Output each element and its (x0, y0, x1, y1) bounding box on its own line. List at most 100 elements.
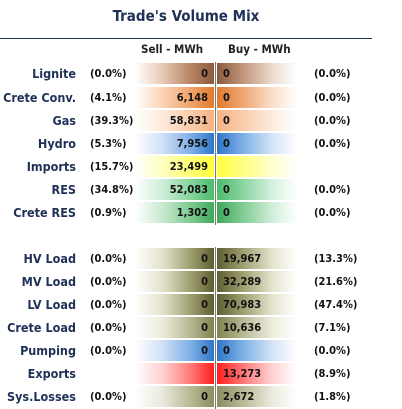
buy-percent: (0.0%) (314, 137, 351, 150)
row-label: Gas (52, 113, 76, 128)
row-label: Pumping (20, 343, 76, 358)
sell-bar: 0 (135, 386, 214, 407)
buy-value: 19,967 (223, 252, 262, 265)
row-label: Crete RES (13, 205, 76, 220)
buy-value: 70,983 (223, 298, 262, 311)
sell-value: 0 (201, 252, 208, 265)
buy-value: 13,273 (223, 367, 262, 380)
title-divider (0, 38, 372, 39)
buy-bar: 0 (217, 179, 297, 200)
sell-value: 1,302 (176, 206, 208, 219)
sell-percent: (0.0%) (90, 298, 127, 311)
row-lignite: Lignite (0.0%) 0 0 (0.0%) (0, 63, 402, 85)
sell-percent: (0.0%) (90, 275, 127, 288)
buy-value: 0 (223, 114, 230, 127)
buy-value: 0 (223, 344, 230, 357)
sell-percent: (0.0%) (90, 252, 127, 265)
buy-value: 0 (223, 67, 230, 80)
buy-value: 0 (223, 206, 230, 219)
row-hydro: Hydro (5.3%) 7,956 0 (0.0%) (0, 133, 402, 155)
buy-percent: (0.0%) (314, 91, 351, 104)
sell-value: 23,499 (169, 160, 208, 173)
sell-percent: (39.3%) (90, 114, 134, 127)
chart-title: Trade's Volume Mix (112, 7, 260, 25)
sell-bar: 0 (135, 317, 214, 338)
sell-value: 6,148 (176, 91, 208, 104)
sell-bar: 1,302 (135, 202, 214, 223)
sell-bar: 0 (135, 248, 214, 269)
row-res: RES (34.8%) 52,083 0 (0.0%) (0, 179, 402, 201)
buy-bar: 70,983 (217, 294, 297, 315)
buy-value: 32,289 (223, 275, 262, 288)
row-label: Sys.Losses (6, 389, 76, 404)
row-crete-load: Crete Load (0.0%) 0 10,636 (7.1%) (0, 317, 402, 339)
buy-value: 2,672 (223, 390, 255, 403)
buy-value: 0 (223, 91, 230, 104)
row-sys-losses: Sys.Losses (0.0%) 0 2,672 (1.8%) (0, 386, 402, 408)
buy-bar: 2,672 (217, 386, 297, 407)
sell-value: 0 (201, 390, 208, 403)
sell-percent: (0.0%) (90, 321, 127, 334)
sell-percent: (5.3%) (90, 137, 127, 150)
buy-bar: 32,289 (217, 271, 297, 292)
row-exports: Exports 13,273 (8.9%) (0, 363, 402, 385)
buy-percent: (21.6%) (314, 275, 358, 288)
row-label: LV Load (27, 297, 76, 312)
sell-bar: 6,148 (135, 87, 214, 108)
sell-bar: 0 (135, 63, 214, 84)
buy-bar: 0 (217, 63, 297, 84)
center-axis-bottom (215, 247, 216, 409)
row-label: Lignite (32, 66, 76, 81)
row-pumping: Pumping (0.0%) 0 0 (0.0%) (0, 340, 402, 362)
sell-bar (135, 363, 214, 384)
sell-percent: (4.1%) (90, 91, 127, 104)
buy-percent: (8.9%) (314, 367, 351, 380)
sell-percent: (0.9%) (90, 206, 127, 219)
buy-value: 0 (223, 137, 230, 150)
sell-percent: (0.0%) (90, 67, 127, 80)
sell-bar: 23,499 (135, 156, 214, 177)
sell-bar: 7,956 (135, 133, 214, 154)
buy-bar: 13,273 (217, 363, 297, 384)
sell-value: 0 (201, 67, 208, 80)
buy-bar: 0 (217, 202, 297, 223)
row-lv-load: LV Load (0.0%) 0 70,983 (47.4%) (0, 294, 402, 316)
buy-percent: (0.0%) (314, 183, 351, 196)
sell-value: 0 (201, 298, 208, 311)
buy-percent: (0.0%) (314, 344, 351, 357)
buy-bar (217, 156, 297, 177)
buy-bar: 0 (217, 87, 297, 108)
sell-bar: 0 (135, 340, 214, 361)
sell-value: 0 (201, 275, 208, 288)
sell-value: 52,083 (169, 183, 208, 196)
row-label: MV Load (21, 274, 76, 289)
row-label: Imports (26, 159, 76, 174)
buy-percent: (7.1%) (314, 321, 351, 334)
sell-bar: 0 (135, 271, 214, 292)
buy-header: Buy - MWh (228, 42, 291, 56)
buy-bar: 19,967 (217, 248, 297, 269)
sell-header: Sell - MWh (141, 42, 204, 56)
row-crete-res: Crete RES (0.9%) 1,302 0 (0.0%) (0, 202, 402, 224)
row-label: HV Load (23, 251, 76, 266)
row-mv-load: MV Load (0.0%) 0 32,289 (21.6%) (0, 271, 402, 293)
center-axis-top (215, 62, 216, 225)
row-hv-load: HV Load (0.0%) 0 19,967 (13.3%) (0, 248, 402, 270)
row-label: RES (51, 182, 76, 197)
sell-value: 58,831 (169, 114, 208, 127)
buy-percent: (1.8%) (314, 390, 351, 403)
sell-bar: 52,083 (135, 179, 214, 200)
buy-percent: (47.4%) (314, 298, 358, 311)
sell-value: 7,956 (176, 137, 208, 150)
buy-percent: (13.3%) (314, 252, 358, 265)
sell-percent: (15.7%) (90, 160, 134, 173)
row-label: Exports (27, 366, 76, 381)
sell-percent: (34.8%) (90, 183, 134, 196)
row-label: Hydro (37, 136, 76, 151)
buy-bar: 0 (217, 110, 297, 131)
sell-percent: (0.0%) (90, 344, 127, 357)
buy-percent: (0.0%) (314, 67, 351, 80)
buy-value: 0 (223, 183, 230, 196)
buy-percent: (0.0%) (314, 206, 351, 219)
sell-value: 0 (201, 344, 208, 357)
